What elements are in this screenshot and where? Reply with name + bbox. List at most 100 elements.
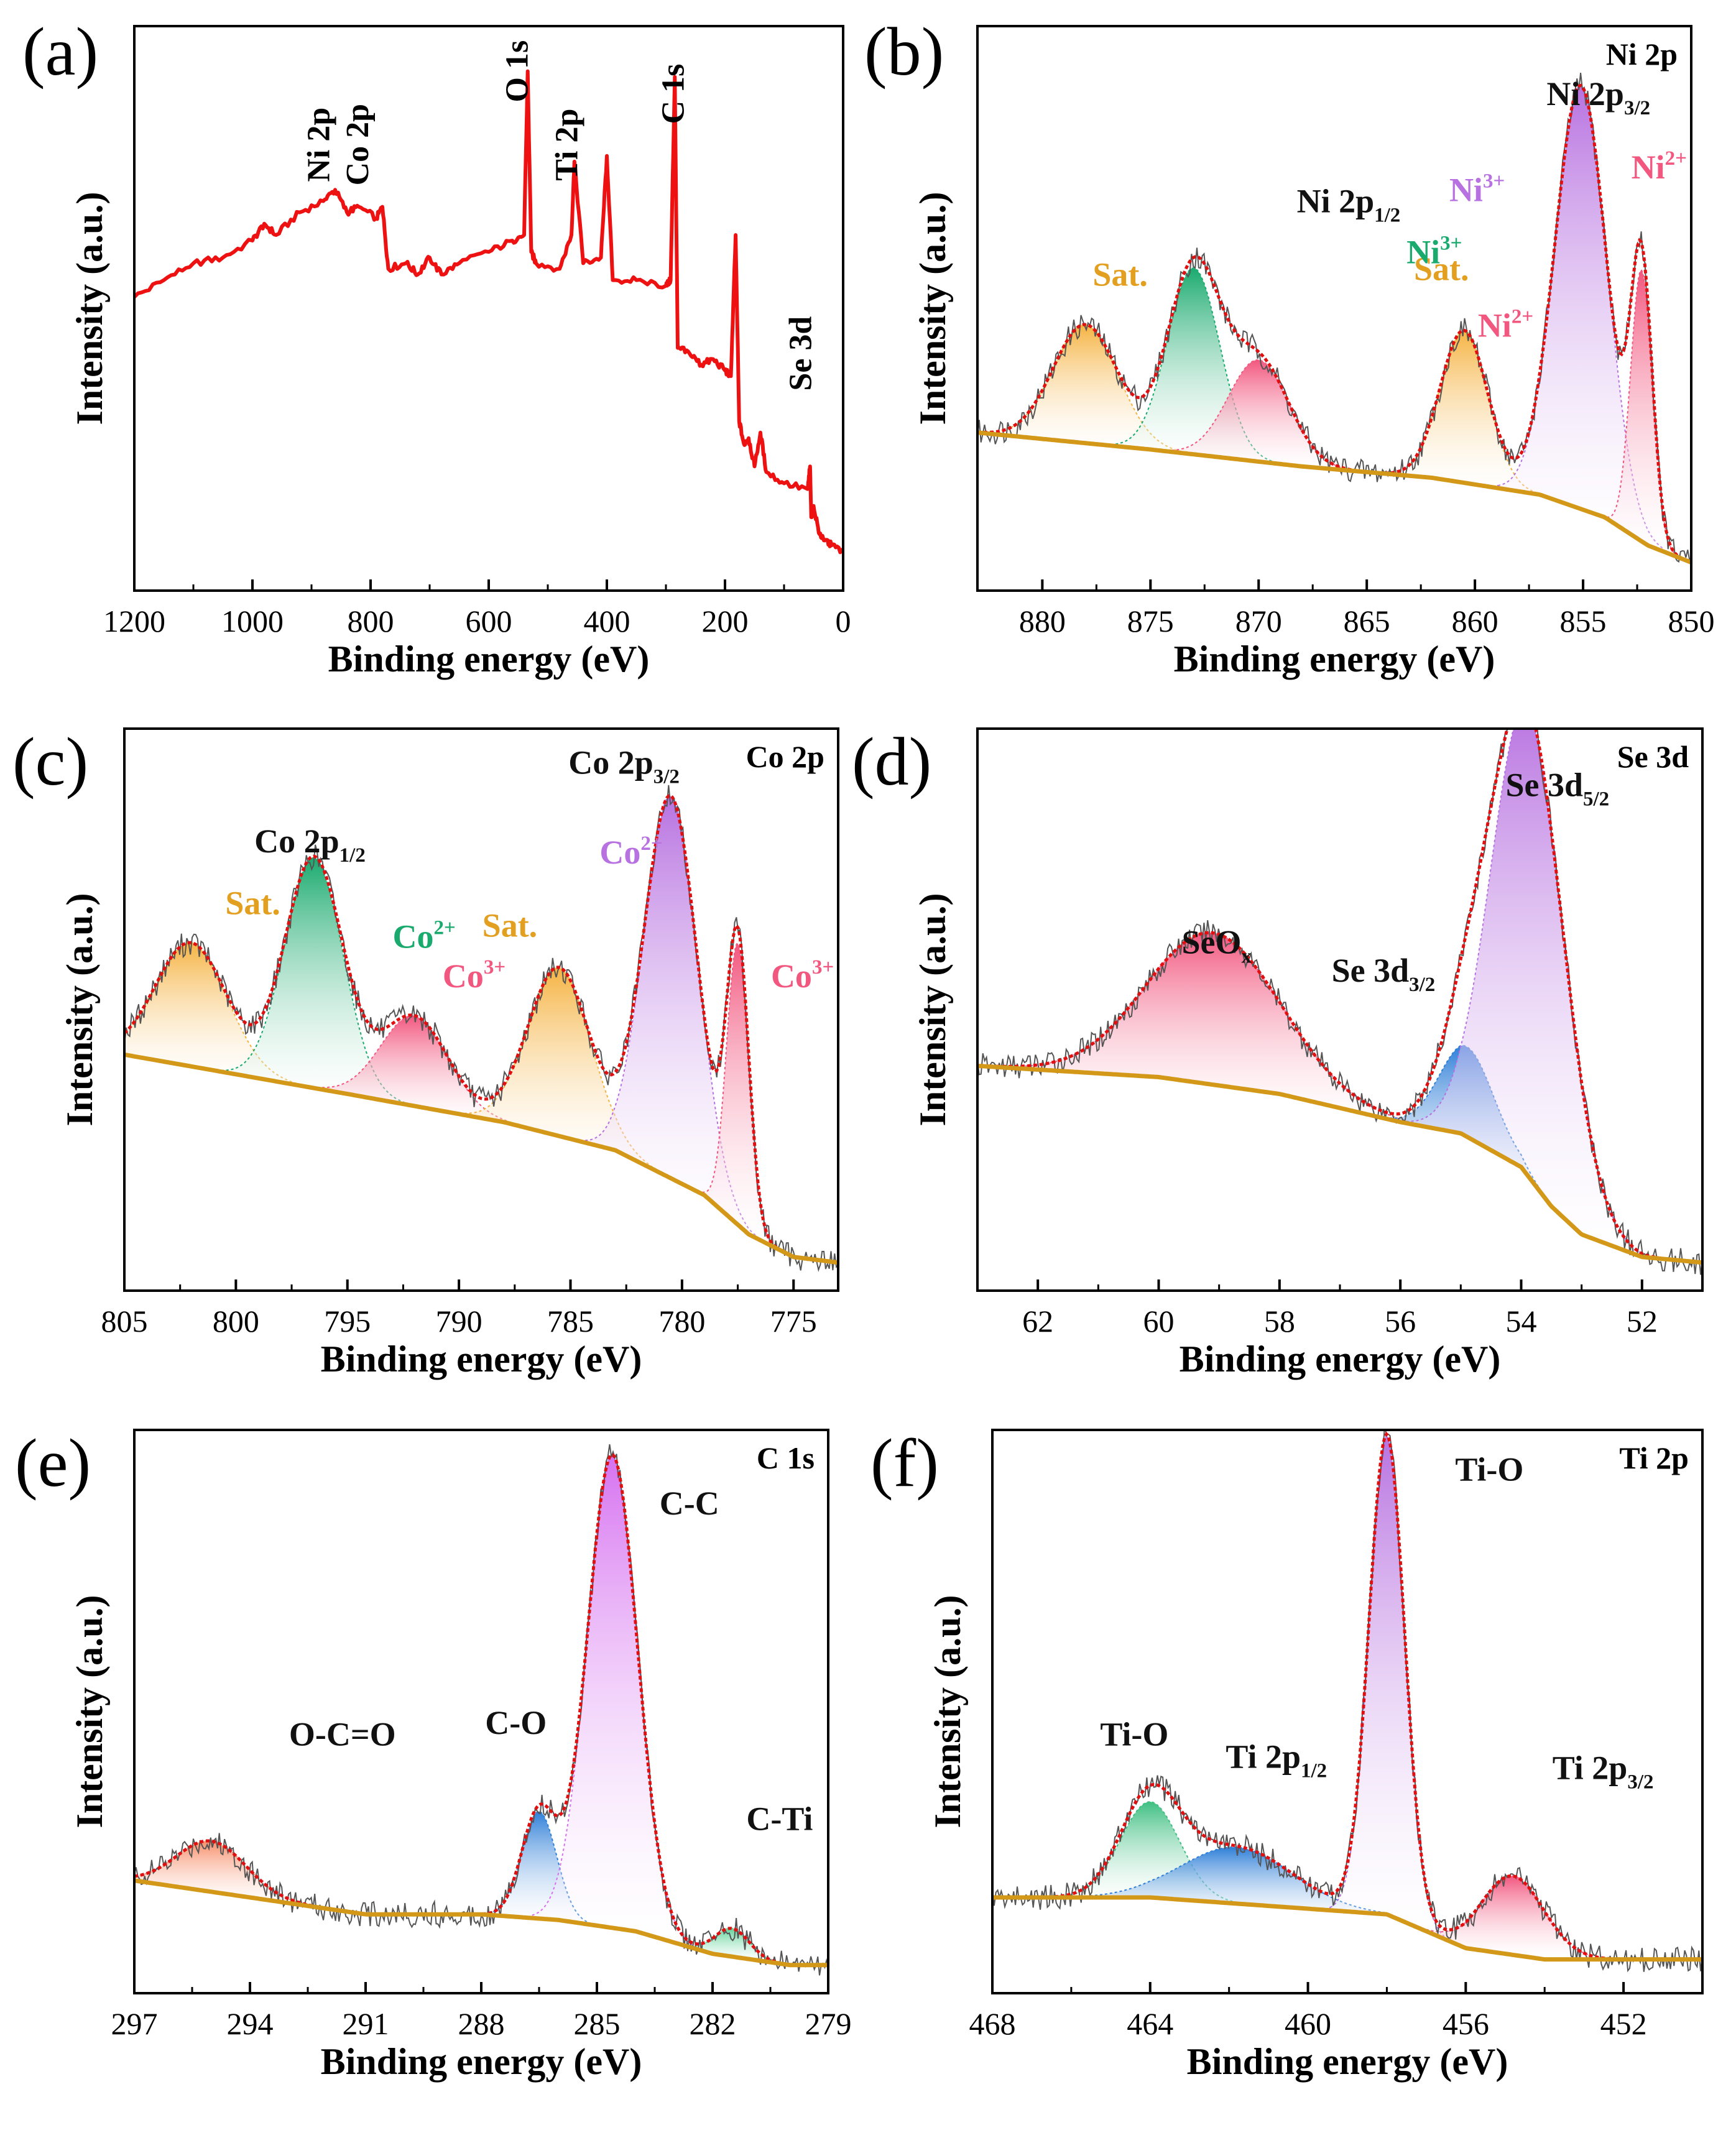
panel-b: 880 875 870 865 860 855 850 Binding energy (eV)… [864,14,1715,680]
fit-envelope [977,729,1702,1265]
x-tick-label: 62 [1022,1304,1053,1339]
x-tick-label: 855 [1560,604,1607,638]
x-tick-label: 600 [466,604,512,638]
plot-frame [123,727,839,1292]
y-axis-label: Intensity (a.u.) [59,893,100,1126]
x-tick-label: 282 [690,2006,736,2041]
annotation: O-C=O [289,1715,396,1753]
annotation: Ni2+ [1632,147,1687,186]
x-tick-label: 285 [574,2006,621,2041]
panel-d: 62 60 58 56 54 52 Binding energy (eV) Intensity… [852,724,1704,1380]
annotation: Co 2p [340,104,376,185]
x-tick-label: 780 [658,1304,705,1339]
x-tick-label: 456 [1443,2006,1489,2041]
plot-area [134,69,843,555]
annotation: Ti 2p [550,109,585,181]
annotation: Co3+ [771,956,834,995]
x-tick-label: 860 [1452,604,1498,638]
x-tick-label: 52 [1627,1304,1658,1339]
x-tick-label: 279 [805,2006,852,2041]
panel-title: Ni 2p [1606,37,1678,71]
annotation: Ti-O [1100,1715,1168,1753]
x-tick-label: 297 [111,2006,158,2041]
x-tick-label: 468 [969,2006,1016,2041]
plot-area [992,1430,1702,1973]
annotation: Sat. [482,906,538,944]
panel-label: (e) [15,1425,91,1501]
x-tick-label: 880 [1019,604,1066,638]
annotation: C-O [485,1704,547,1741]
x-tick-label: 0 [836,604,851,638]
panel-c: 805 800 795 790 785 780 775 Binding energy (eV)… [12,724,839,1380]
x-axis-label: Binding energy (eV) [321,2041,642,2082]
x-tick-label: 800 [348,604,394,638]
x-tick-label: 291 [343,2006,389,2041]
panel-label: (b) [864,14,944,90]
background-line [992,1895,1702,1962]
x-tick-label: 58 [1264,1304,1295,1339]
plot-frame [991,1429,1704,1994]
x-tick-label: 54 [1506,1304,1537,1339]
annotation: Sat. [1092,256,1148,293]
plot-area [977,72,1691,567]
y-axis-label: Intensity (a.u.) [69,1595,110,1828]
panel-f: 468 464 460 456 452 Binding energy (eV) Intens… [870,1425,1704,2082]
annotation: Se 3d3/2 [1332,952,1436,996]
annotation: Ni 2p [302,108,337,182]
annotation: Se 3d [783,316,819,391]
annotation: Ti 2p1/2 [1226,1738,1327,1782]
background-line [134,1878,828,1968]
panel-label: (f) [870,1425,939,1501]
x-tick-label: 865 [1344,604,1390,638]
panel-label: (c) [12,724,88,800]
plot-area [977,729,1702,1275]
annotation: SeOx [1182,924,1252,968]
background-line [124,1052,838,1265]
x-tick-label: 850 [1668,604,1715,638]
panel-label: (a) [22,14,98,90]
panel-title: Ti 2p [1619,1440,1689,1475]
panel-title: Se 3d [1617,739,1689,774]
annotation: Co2+ [393,917,456,956]
x-tick-label: 1000 [221,604,284,638]
x-tick-label: 795 [324,1304,371,1339]
x-tick-label: 875 [1127,604,1174,638]
fit-envelope [134,1453,828,1967]
y-axis-label: Intensity (a.u.) [912,191,953,425]
plot-frame [133,1429,829,1994]
x-tick-label: 785 [547,1304,594,1339]
plot-frame [976,25,1692,592]
x-axis-label: Binding energy (eV) [1180,1339,1501,1380]
survey-spectrum [134,69,843,555]
y-axis-label: Intensity (a.u.) [912,893,953,1126]
annotation: Ni3+ [1406,232,1462,270]
x-tick-label: 790 [436,1304,482,1339]
y-axis-label: Intensity (a.u.) [69,191,110,425]
annotation: Ni3+ [1449,170,1505,208]
background-line [977,1063,1702,1265]
annotation: C-Ti [746,1800,813,1837]
fit-envelope [124,794,838,1265]
x-tick-label: 200 [702,604,749,638]
panel-label: (d) [852,724,931,800]
x-tick-label: 294 [227,2006,274,2041]
annotation: Ni2+ [1478,305,1533,344]
annotation: Ni 2p1/2 [1297,183,1401,227]
x-tick-label: 288 [458,2006,505,2041]
x-tick-label: 400 [584,604,630,638]
annotation: Ti-O [1455,1451,1523,1488]
x-tick-label: 60 [1143,1304,1175,1339]
plot-area [124,785,838,1273]
annotation: Co2+ [599,832,662,871]
x-tick-label: 464 [1127,2006,1173,2041]
annotation: Co 2p3/2 [568,744,680,788]
annotation: Sat. [1414,251,1469,288]
panel-title: C 1s [757,1440,815,1475]
annotation: Sat. [225,884,280,921]
background-line [977,430,1691,565]
annotation: Ti 2p3/2 [1553,1749,1654,1794]
x-tick-label: 452 [1600,2006,1647,2041]
annotation: Se 3d5/2 [1505,766,1609,810]
raw-spectrum [977,729,1702,1275]
x-axis-label: Binding energy (eV) [1187,2041,1508,2082]
